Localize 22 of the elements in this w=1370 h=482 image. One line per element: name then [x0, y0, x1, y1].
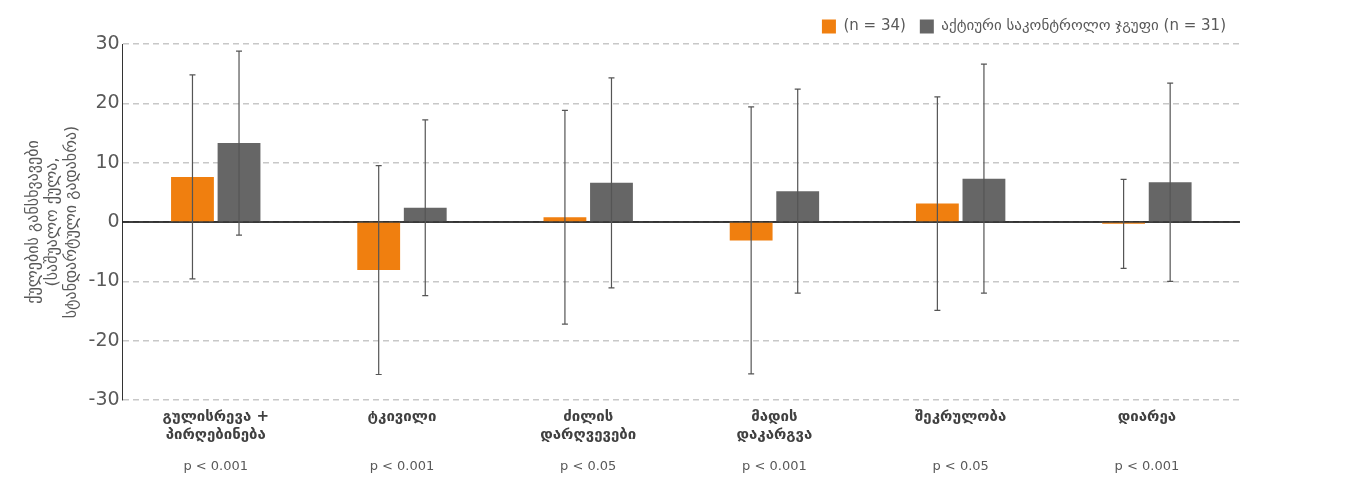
y-axis-title: ქულების განსხვავები (საშუალო ქულა, სტანდარტული გადახრა): [22, 125, 81, 319]
legend-label: (n = 34): [843, 16, 906, 35]
y-tick-label: 30: [95, 30, 120, 53]
y-tick-label: -10: [88, 268, 120, 291]
text: p < 0.05: [932, 458, 989, 474]
x-tick-label: მადის დაკარგვა: [736, 406, 813, 443]
text: p < 0.05: [560, 458, 617, 474]
x-tick-label: დიარეა: [1117, 406, 1177, 425]
text: p < 0.001: [1114, 458, 1180, 474]
x-tick-label: გულისრევა + პირღებინება: [162, 406, 270, 443]
x-tick-label: ძილის დარღვევები: [540, 406, 637, 443]
y-tick-label: 20: [95, 90, 120, 113]
text: p < 0.001: [369, 458, 435, 474]
text: p < 0.001: [742, 458, 807, 474]
x-tick-label: შეკრულობა: [915, 406, 1007, 425]
y-tick-label: 10: [95, 149, 120, 172]
text: p < 0.001: [183, 458, 249, 474]
x-tick-label: ტკივილი: [367, 406, 437, 425]
y-tick-label: 0: [107, 208, 120, 231]
legend-label: აქტიური საკონტროლო ჯგუფი (n = 31): [941, 16, 1227, 35]
y-tick-label: -30: [88, 386, 120, 409]
y-tick-label: -20: [88, 327, 120, 350]
